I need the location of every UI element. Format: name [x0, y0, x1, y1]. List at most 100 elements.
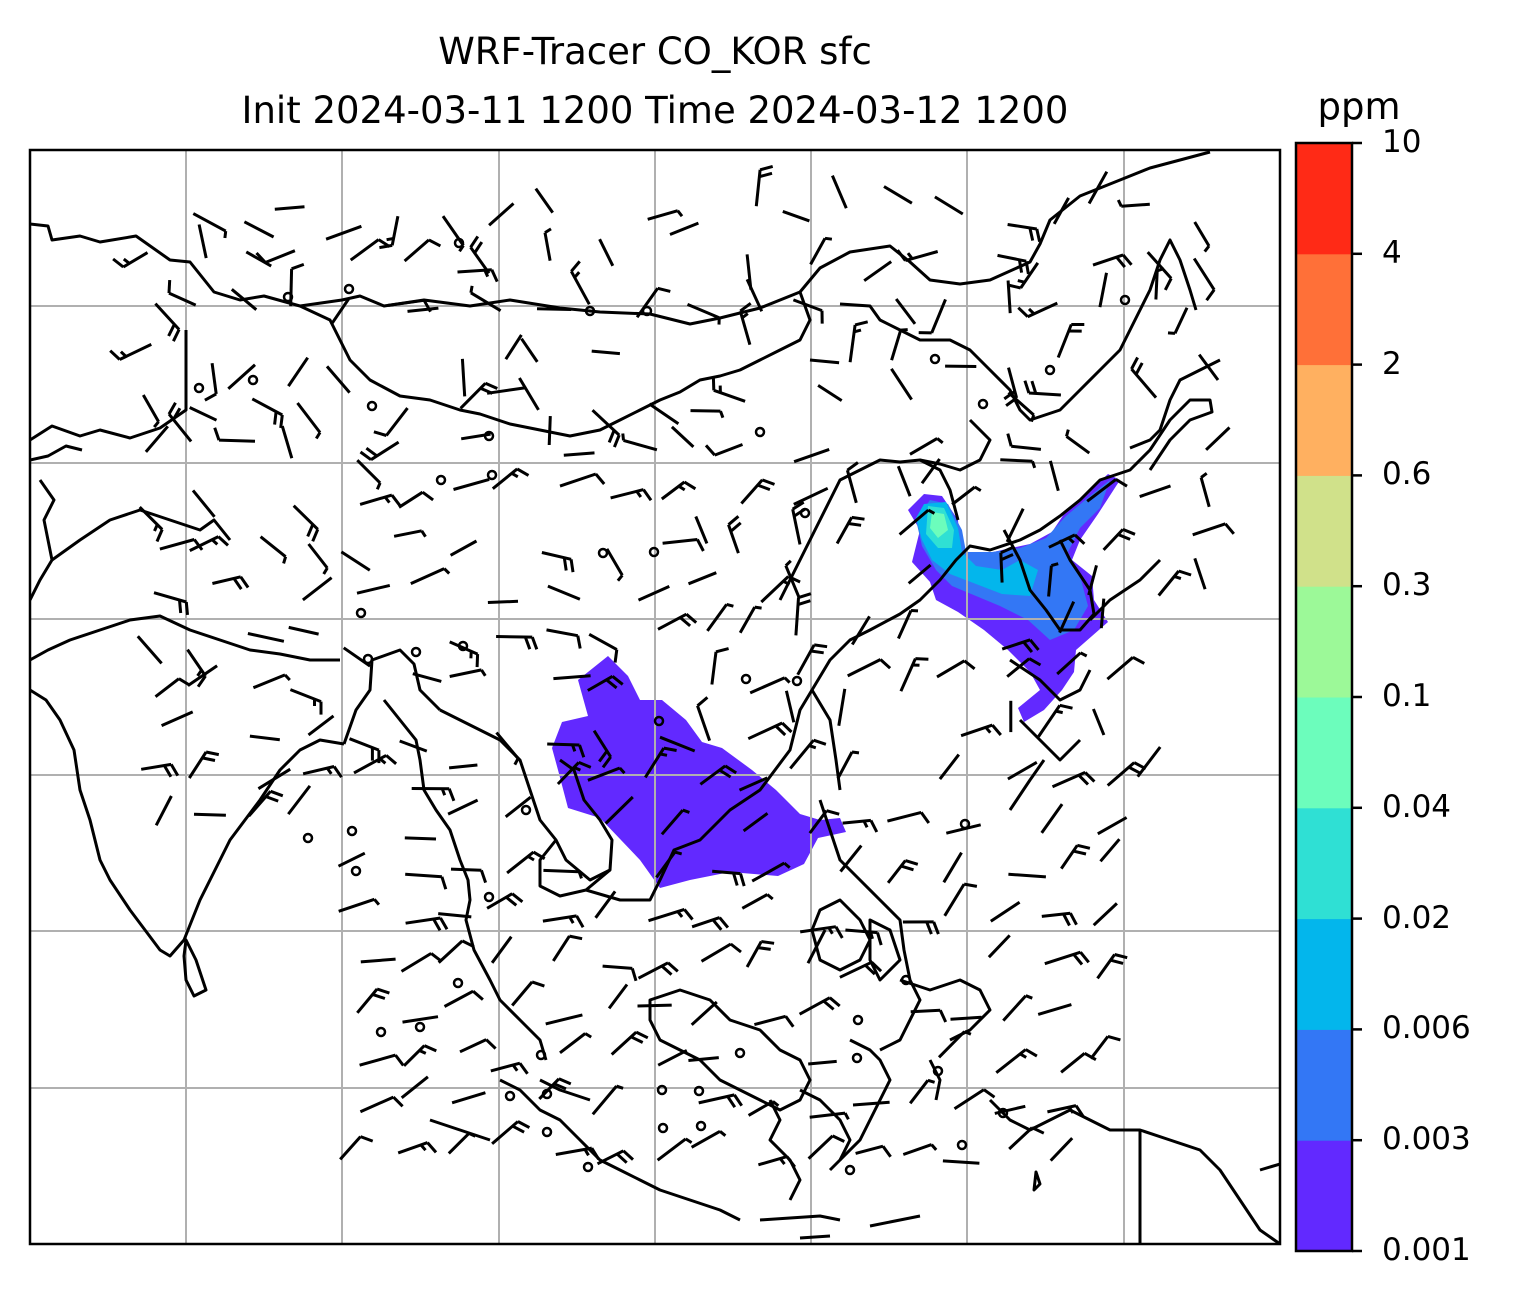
wind-barb-staff — [688, 1056, 719, 1062]
wind-barb-staff — [587, 766, 621, 782]
wind-barb-staff — [845, 469, 858, 504]
wind-barb-staff — [1002, 994, 1027, 1022]
wind-barb-flag — [375, 482, 382, 490]
calm-wind-marker — [504, 1090, 516, 1102]
wind-barb-flag — [531, 980, 545, 988]
wind-barb-flag — [376, 987, 390, 995]
wind-barb-flag — [724, 764, 738, 775]
wind-barb-staff — [902, 1143, 933, 1156]
wind-barb-staff — [837, 688, 847, 727]
wind-barb-staff — [390, 215, 400, 246]
wind-barb-flag — [630, 1035, 644, 1044]
wind-barb-staff — [831, 175, 848, 209]
wind-barb-staff — [660, 480, 686, 501]
wind-barb-staff — [356, 459, 382, 484]
wind-barb-flag — [881, 1145, 892, 1158]
wind-barb-flag — [984, 726, 992, 734]
wind-barb-flag — [315, 431, 322, 440]
wind-barb-staff — [257, 767, 291, 790]
wind-barb-staff — [898, 508, 930, 536]
wind-barb-flag — [1073, 533, 1086, 545]
wind-barb-flag — [169, 763, 180, 777]
wind-barb-flag — [927, 1078, 936, 1084]
wind-barb-flag — [635, 1030, 649, 1040]
wind-barb-staff — [449, 668, 482, 678]
wind-barb-flag — [726, 1095, 737, 1109]
wind-barb-staff — [338, 897, 375, 913]
wind-barb-staff — [197, 224, 208, 259]
wind-barb-flag — [1024, 1048, 1038, 1058]
tracer-plume-korea — [908, 474, 1120, 722]
wind-barb-flag — [642, 488, 653, 502]
wind-barb-flag — [1156, 267, 1165, 273]
wind-barb-staff — [637, 585, 670, 602]
wind-barb-staff — [754, 1014, 787, 1027]
calm-wind-marker — [693, 1085, 705, 1097]
wind-barb-flag — [279, 414, 284, 429]
wind-barb-staff — [1146, 251, 1173, 280]
wind-barb-staff — [1041, 911, 1071, 918]
wind-barb-flag — [616, 1152, 628, 1164]
wind-barb-staff — [230, 288, 258, 311]
colorbar — [1294, 141, 1362, 1253]
wind-barb-flag — [575, 915, 585, 928]
wind-barb-staff — [588, 632, 618, 651]
wind-barb-flag — [172, 407, 182, 421]
wind-barb-flag — [1067, 536, 1075, 544]
wind-barb-staff — [1192, 522, 1226, 537]
wind-barb-flag — [791, 500, 805, 511]
wind-barb-flag — [719, 1130, 727, 1137]
wind-barb-staff — [490, 1061, 521, 1073]
wind-barb-flag — [213, 427, 221, 441]
wind-barb-flag — [798, 592, 812, 600]
calm-wind-marker — [346, 825, 358, 837]
wind-barb-flag — [530, 636, 539, 650]
wind-barb-flag — [480, 669, 487, 677]
wind-barb-staff — [1092, 708, 1106, 736]
wind-barb-staff — [1099, 838, 1121, 863]
wind-barb-staff — [749, 676, 786, 695]
wind-barb-flag — [919, 811, 931, 824]
wind-barb-staff — [943, 883, 966, 917]
wind-barb-staff — [451, 1091, 486, 1105]
wind-barb-flag — [505, 896, 518, 907]
wind-barb-flag — [1072, 953, 1084, 966]
wind-barb-flag — [1205, 288, 1216, 302]
wind-barb-flag — [900, 328, 908, 332]
wind-barb-staff — [490, 935, 513, 964]
wind-barb-staff — [541, 551, 572, 561]
wind-barb-staff — [937, 1030, 966, 1059]
wind-barb-flag — [1077, 774, 1090, 786]
wind-barb-staff — [556, 761, 580, 786]
wind-barb-flag — [573, 271, 581, 279]
wind-barb-flag — [432, 918, 442, 932]
wind-barb-flag — [426, 1141, 438, 1154]
wind-barb-flag — [797, 599, 811, 607]
wind-barb-staff — [186, 648, 207, 677]
wind-barb-staff — [307, 543, 329, 569]
wind-barb-flag — [570, 260, 581, 273]
wind-barb-staff — [809, 237, 827, 266]
wind-barb-staff — [740, 478, 764, 505]
colorbar-tick-label: 4 — [1382, 234, 1402, 271]
wind-barb-flag — [761, 478, 776, 486]
calm-wind-marker — [656, 1084, 668, 1096]
colorbar-unit: ppm — [1317, 85, 1401, 128]
wind-barb-flag — [696, 696, 709, 707]
wind-barb-flag — [851, 750, 860, 755]
wind-barb-staff — [243, 220, 275, 239]
wind-barb-flag — [282, 556, 288, 564]
wind-barb-flag — [870, 961, 883, 973]
wind-barb-flag — [869, 819, 879, 833]
wind-barb-staff — [504, 334, 523, 361]
wind-barb-flag — [1167, 331, 1176, 335]
wind-barb-flag — [196, 669, 203, 677]
wind-barb-flag — [273, 411, 278, 425]
calm-wind-marker — [282, 291, 294, 303]
calm-wind-marker — [355, 607, 367, 619]
wind-barb-flag — [513, 757, 520, 766]
wind-barb-flag — [1114, 953, 1128, 960]
wind-barb-flag — [659, 752, 668, 757]
wind-barb-staff — [448, 763, 478, 770]
wind-barb-staff — [1136, 746, 1162, 778]
